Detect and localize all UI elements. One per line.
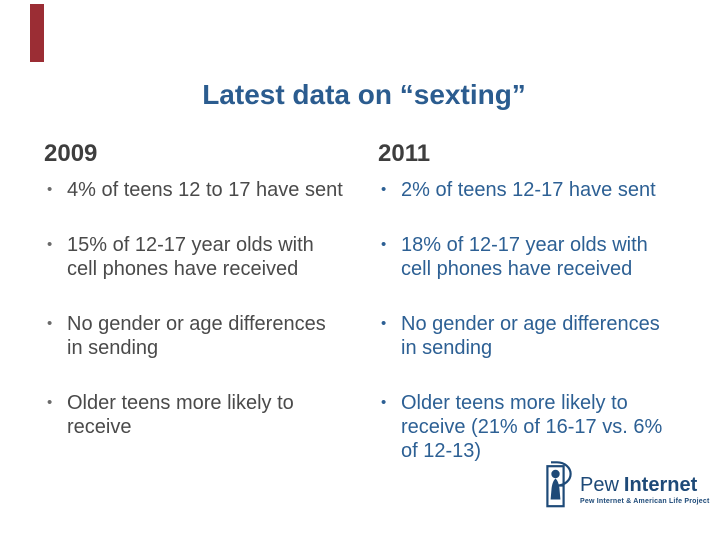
bullet-item: • 15% of 12-17 year olds with cell phone… [44,233,366,281]
bullet-text-line: in sending [401,337,493,359]
p-shape [546,461,572,508]
bullet-dot-icon: • [381,236,387,253]
bullet-text-line: of 12-13) [401,440,482,462]
bullet-text-line: in sending [67,337,159,359]
bullet-dot-icon: • [381,394,387,411]
bullet-item: • Older teens more likely to receive [44,391,366,439]
column-2011-header: 2011 [378,140,431,167]
person-icon [550,469,561,500]
red-accent-bar [30,4,44,62]
bullet-text-line: No gender or age differences [401,313,660,335]
bullet-text-line: cell phones have received [401,258,633,280]
bullet-text-line: receive (21% of 16-17 vs. 6% [401,416,663,438]
bullet-item: • 2% of teens 12-17 have sent [378,178,700,202]
bullet-text-line: 18% of 12-17 year olds with [401,234,648,256]
pew-logo-icon [546,461,572,508]
bullet-text-line: 4% of teens 12 to 17 have sent [67,179,343,201]
bullet-dot-icon: • [47,394,53,411]
bullet-text-line: Older teens more likely to [401,392,628,414]
bullet-item: • 18% of 12-17 year olds with cell phone… [378,233,700,281]
bullet-list-2009: • 4% of teens 12 to 17 have sent • 15% o… [44,178,366,439]
bullet-dot-icon: • [381,315,387,332]
pew-internet-logo: Pew Internet Pew Internet & American Life… [546,461,709,508]
bullet-text-line: 2% of teens 12-17 have sent [401,179,656,201]
bullet-item: • No gender or age differences in sendin… [378,312,700,360]
slide-title: Latest data on “sexting” [202,79,526,110]
bullet-text-line: 15% of 12-17 year olds with [67,234,314,256]
bullet-dot-icon: • [47,181,53,198]
logo-tagline: Pew Internet & American Life Project [580,498,710,505]
column-2011: 2011 • 2% of teens 12-17 have sent • 18%… [378,140,700,463]
bullet-text-line: Older teens more likely to [67,392,294,414]
logo-wordmark: Pew Internet [580,474,709,496]
logo-name-regular: Pew [580,474,619,496]
column-2009-header: 2009 [44,140,98,167]
logo-name-bold: Internet [623,474,698,496]
bullet-dot-icon: • [47,315,53,332]
bullet-text-line: No gender or age differences [67,313,326,335]
bullet-text-line: cell phones have received [67,258,299,280]
column-2009: 2009 • 4% of teens 12 to 17 have sent • … [44,140,366,439]
logo-text: Pew Internet Pew Internet & American Life… [580,474,709,505]
bullet-list-2011: • 2% of teens 12-17 have sent • 18% of 1… [378,178,700,463]
bullet-item: • Older teens more likely to receive (21… [378,391,700,463]
bullet-text-line: receive [67,416,132,438]
bullet-item: • No gender or age differences in sendin… [44,312,366,360]
bullet-dot-icon: • [47,236,53,253]
bullet-item: • 4% of teens 12 to 17 have sent [44,178,366,202]
bullet-dot-icon: • [381,181,387,198]
